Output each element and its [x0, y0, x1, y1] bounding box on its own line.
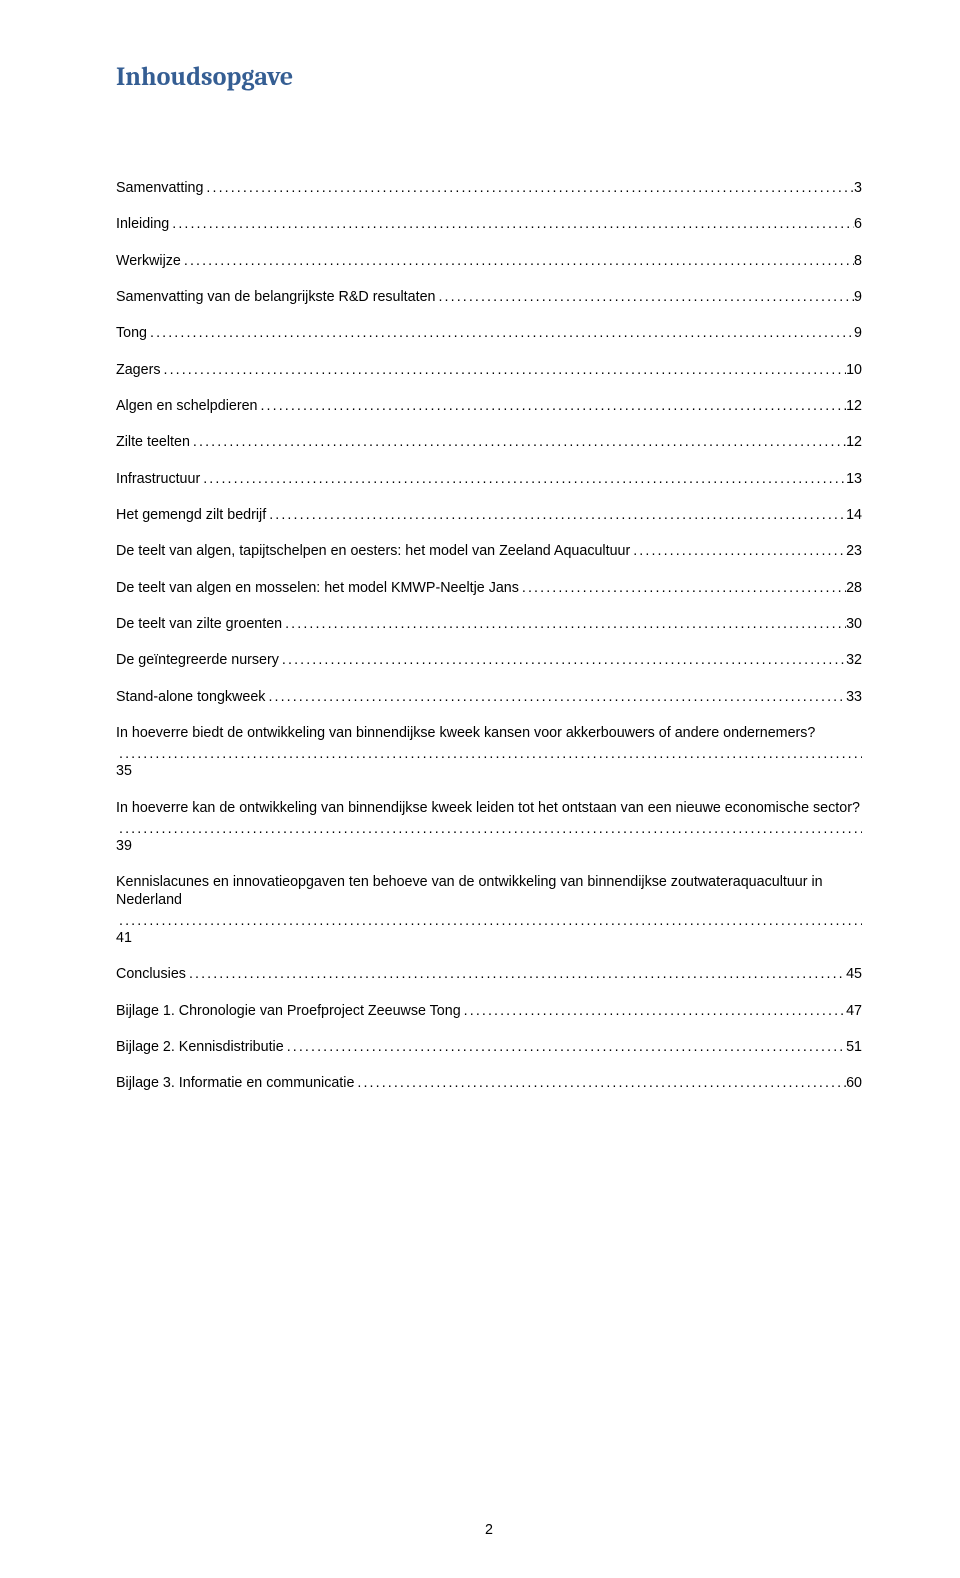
- toc-entry: Conclusies 45: [116, 966, 862, 983]
- toc-entry-label: In hoeverre kan de ontwikkeling van binn…: [116, 800, 862, 817]
- toc-entry-page: 45: [846, 966, 862, 983]
- toc-entry-label: Kennislacunes en innovatieopgaven ten be…: [116, 874, 862, 908]
- toc-entry-label: De geïntegreerde nursery: [116, 652, 279, 669]
- toc-entry-page: 14: [846, 507, 862, 524]
- toc-leader-dots: [147, 325, 854, 342]
- toc-entry-page: 12: [846, 434, 862, 451]
- toc-entry-page: 39: [116, 838, 132, 855]
- toc-entry: Samenvatting van de belangrijkste R&D re…: [116, 289, 862, 306]
- toc-leader-dots: [282, 616, 846, 633]
- toc-entry: Kennislacunes en innovatieopgaven ten be…: [116, 874, 862, 947]
- toc-leader-dots: [169, 216, 854, 233]
- toc-entry-label: De teelt van algen en mosselen: het mode…: [116, 580, 519, 597]
- toc-entry-page: 13: [846, 471, 862, 488]
- toc-leader-dots: [190, 434, 846, 451]
- toc-entry-page: 33: [846, 689, 862, 706]
- toc-entry-label: Infrastructuur: [116, 471, 200, 488]
- page-number: 2: [116, 1522, 862, 1538]
- toc-entry-label: De teelt van algen, tapijtschelpen en oe…: [116, 543, 630, 560]
- toc-leader-dots: [203, 180, 854, 197]
- toc-leader-dots: [116, 821, 862, 838]
- toc-leader-dots: [265, 689, 846, 706]
- toc-entry-label: Tong: [116, 325, 147, 342]
- toc-entry-page: 60: [846, 1075, 862, 1092]
- toc-entry: Werkwijze 8: [116, 253, 862, 270]
- toc-entry-page: 6: [854, 216, 862, 233]
- toc-entry-page: 23: [846, 543, 862, 560]
- toc-entry: De teelt van algen en mosselen: het mode…: [116, 580, 862, 597]
- toc-entry: Infrastructuur 13: [116, 471, 862, 488]
- toc-entry-page: 9: [854, 289, 862, 306]
- toc-entry: Bijlage 2. Kennisdistributie 51: [116, 1039, 862, 1056]
- toc-entry: De teelt van zilte groenten 30: [116, 616, 862, 633]
- toc-leader-dots: [519, 580, 846, 597]
- toc-entry-label: Zilte teelten: [116, 434, 190, 451]
- toc-entry-page: 30: [846, 616, 862, 633]
- toc-entry-label: Inleiding: [116, 216, 169, 233]
- toc-leader-dots: [354, 1075, 846, 1092]
- toc-entry: Zagers 10: [116, 362, 862, 379]
- toc-entry-page: 41: [116, 930, 132, 947]
- toc-entry-label: Algen en schelpdieren: [116, 398, 257, 415]
- toc-leader-dots: [461, 1003, 846, 1020]
- toc-leader-dots: [284, 1039, 846, 1056]
- table-of-contents: Samenvatting 3 Inleiding 6 Werkwijze 8 Same…: [116, 180, 862, 1092]
- toc-entry: Stand-alone tongkweek 33: [116, 689, 862, 706]
- toc-entry-page: 9: [854, 325, 862, 342]
- toc-entry-page: 32: [846, 652, 862, 669]
- toc-entry: Bijlage 3. Informatie en communicatie 60: [116, 1075, 862, 1092]
- toc-entry-label: Bijlage 1. Chronologie van Proefproject …: [116, 1003, 461, 1020]
- toc-entry-page: 10: [846, 362, 862, 379]
- toc-leader-dots: [435, 289, 854, 306]
- toc-leader-dots: [279, 652, 846, 669]
- toc-entry-page: 8: [854, 253, 862, 270]
- toc-entry: Samenvatting 3: [116, 180, 862, 197]
- toc-leader-dots: [116, 913, 862, 930]
- toc-entry-label: De teelt van zilte groenten: [116, 616, 282, 633]
- toc-entry-label: Bijlage 3. Informatie en communicatie: [116, 1075, 354, 1092]
- toc-entry-label: Stand-alone tongkweek: [116, 689, 265, 706]
- toc-leader-dots: [630, 543, 846, 560]
- toc-leader-dots: [257, 398, 846, 415]
- toc-entry-label: Het gemengd zilt bedrijf: [116, 507, 266, 524]
- toc-leader-dots: [200, 471, 846, 488]
- toc-entry: Zilte teelten 12: [116, 434, 862, 451]
- toc-leader-dots: [186, 966, 846, 983]
- toc-entry: Inleiding 6: [116, 216, 862, 233]
- page-title: Inhoudsopgave: [116, 62, 862, 92]
- toc-entry-page: 35: [116, 763, 132, 780]
- toc-entry-label: Bijlage 2. Kennisdistributie: [116, 1039, 284, 1056]
- toc-leader-dots: [161, 362, 847, 379]
- toc-entry: De geïntegreerde nursery 32: [116, 652, 862, 669]
- toc-entry: Tong 9: [116, 325, 862, 342]
- toc-entry-label: Samenvatting: [116, 180, 203, 197]
- toc-entry: De teelt van algen, tapijtschelpen en oe…: [116, 543, 862, 560]
- toc-entry: In hoeverre kan de ontwikkeling van binn…: [116, 800, 862, 855]
- toc-entry-page: 3: [854, 180, 862, 197]
- toc-leader-dots: [266, 507, 846, 524]
- toc-leader-dots: [116, 746, 862, 763]
- toc-leader-dots: [181, 253, 854, 270]
- toc-entry-page: 47: [846, 1003, 862, 1020]
- toc-entry-page: 28: [846, 580, 862, 597]
- toc-entry-label: Zagers: [116, 362, 161, 379]
- toc-entry: In hoeverre biedt de ontwikkeling van bi…: [116, 725, 862, 780]
- toc-entry-label: In hoeverre biedt de ontwikkeling van bi…: [116, 725, 862, 742]
- toc-entry-page: 51: [846, 1039, 862, 1056]
- toc-entry-label: Samenvatting van de belangrijkste R&D re…: [116, 289, 435, 306]
- toc-entry-label: Conclusies: [116, 966, 186, 983]
- toc-entry: Algen en schelpdieren 12: [116, 398, 862, 415]
- toc-entry: Het gemengd zilt bedrijf 14: [116, 507, 862, 524]
- toc-entry-label: Werkwijze: [116, 253, 181, 270]
- toc-entry: Bijlage 1. Chronologie van Proefproject …: [116, 1003, 862, 1020]
- toc-entry-page: 12: [846, 398, 862, 415]
